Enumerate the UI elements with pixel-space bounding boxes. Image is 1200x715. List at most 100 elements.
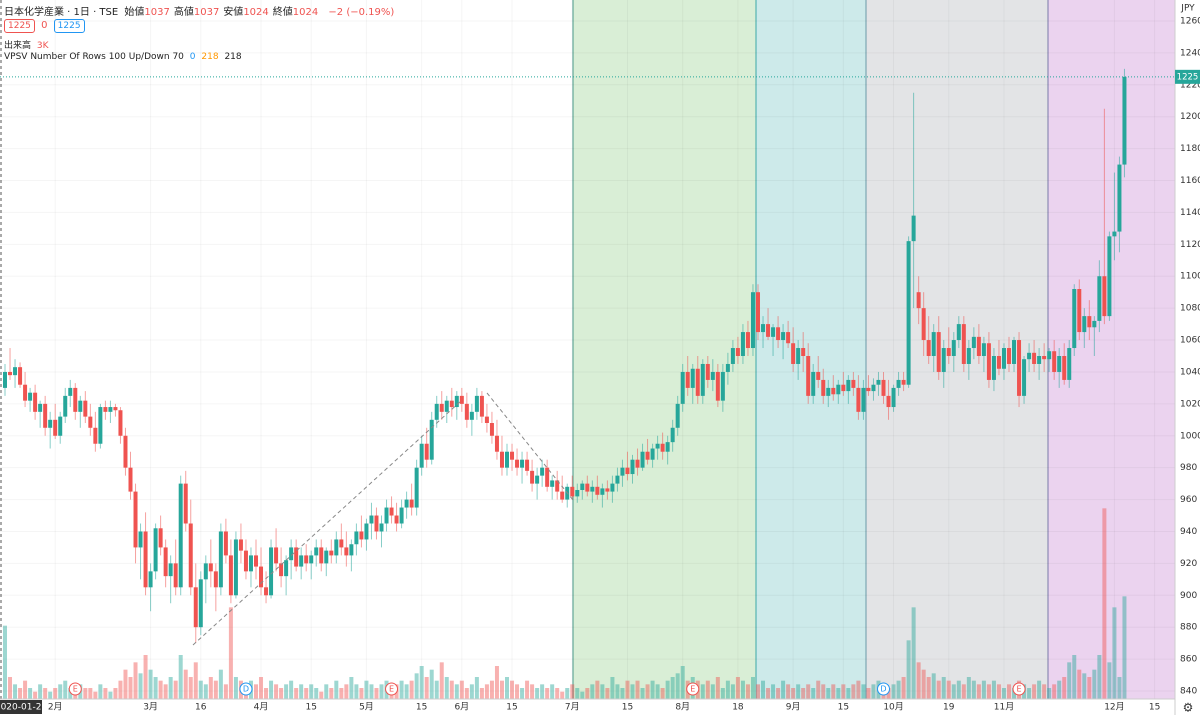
volume-bar: [650, 680, 655, 699]
candle-body: [841, 384, 846, 392]
volume-bar: [274, 684, 279, 699]
volume-bar: [429, 669, 434, 699]
candle-body: [901, 379, 906, 385]
volume-bar: [585, 688, 590, 699]
candle-body: [605, 488, 610, 492]
candle-body: [138, 531, 143, 548]
candle-layer: [3, 68, 1127, 644]
volume-bar: [499, 680, 504, 699]
volume-bar: [269, 680, 274, 699]
time-zone-band: [756, 0, 866, 699]
volume-bar: [8, 677, 13, 699]
volume-bar: [183, 669, 188, 699]
candle-body: [635, 459, 640, 468]
volume-bar: [590, 684, 595, 699]
candle-body: [891, 387, 896, 408]
candle-body: [1072, 289, 1077, 349]
candle-body: [103, 407, 108, 412]
volume-bar: [38, 684, 43, 699]
badge[interactable]: 1225: [4, 19, 35, 33]
volume-bar: [1042, 684, 1047, 699]
candle-body: [926, 340, 931, 356]
candle-body: [1007, 348, 1011, 364]
volume-bar: [203, 684, 208, 699]
volume-bar: [520, 688, 525, 699]
candle-body: [143, 531, 148, 588]
price-tag-label: 1225: [1177, 72, 1199, 82]
volume-bar: [1032, 684, 1037, 699]
volume-bar: [1057, 680, 1062, 699]
volume-bar: [615, 684, 620, 699]
volume-bar: [409, 680, 414, 699]
volume-bar: [740, 680, 745, 699]
candle-body: [28, 392, 33, 401]
volume-bar: [223, 684, 228, 699]
volume-bar: [464, 688, 469, 699]
candle-body: [319, 547, 324, 564]
candle-body: [645, 451, 650, 460]
volume-bar: [921, 669, 926, 699]
volume-bar: [1007, 684, 1011, 699]
candle-body: [625, 467, 630, 475]
candle-body: [198, 579, 203, 628]
volume-bar: [1001, 688, 1006, 699]
candle-body: [439, 403, 444, 412]
volume-bar: [128, 677, 133, 699]
volume-bar: [851, 684, 856, 699]
candle-body: [394, 515, 399, 524]
y-tick-label: 1180: [1180, 144, 1200, 154]
volume-bar: [911, 607, 916, 699]
volume-bar: [364, 680, 369, 699]
badge[interactable]: 1225: [53, 19, 85, 33]
volume-bar: [1037, 680, 1042, 699]
volume-bar: [816, 680, 821, 699]
candle-body: [836, 384, 841, 395]
indicator-value: 0: [189, 52, 196, 62]
candle-body: [756, 292, 760, 333]
candle-body: [148, 571, 153, 588]
volume-bar: [198, 680, 203, 699]
candle-body: [776, 327, 781, 341]
volume-bar: [565, 688, 570, 699]
candle-body: [349, 544, 354, 556]
event-marker: [686, 682, 700, 696]
y-tick-label: 1160: [1180, 176, 1200, 186]
candle-body: [309, 555, 314, 564]
candle-body: [600, 488, 605, 495]
candle-body: [700, 363, 705, 396]
volume-bar: [103, 688, 108, 699]
candle-body: [284, 560, 289, 577]
candle-body: [274, 547, 279, 564]
candle-body: [1042, 356, 1047, 360]
candle-body: [404, 499, 409, 508]
candle-body: [525, 459, 530, 471]
volume-bar: [540, 684, 545, 699]
volume-bar: [1117, 677, 1122, 699]
volume-bar: [98, 684, 103, 699]
candle-body: [575, 490, 580, 497]
candle-body: [715, 371, 720, 401]
ohlc-label: 終値: [272, 7, 293, 18]
volume-bar: [766, 688, 771, 699]
volume-bar: [173, 680, 178, 699]
volume-bar: [846, 688, 851, 699]
candle-body: [1012, 340, 1017, 364]
volume-bar: [580, 691, 585, 699]
candle-body: [515, 459, 520, 468]
volume-bar: [836, 688, 841, 699]
candle-body: [1047, 351, 1052, 360]
y-tick-label: 860: [1180, 655, 1197, 665]
candle-body: [8, 371, 13, 376]
settings-icon[interactable]: ⚙: [1183, 701, 1194, 715]
volume-bar: [83, 688, 88, 699]
candle-body: [294, 547, 299, 567]
volume-bar: [88, 688, 93, 699]
candle-body: [560, 491, 565, 500]
volume-bar: [575, 688, 580, 699]
candle-body: [966, 348, 971, 364]
x-tick-label: 3月: [143, 702, 158, 713]
volume-bar: [279, 688, 284, 699]
candle-body: [740, 332, 745, 356]
volume-bar: [831, 684, 836, 699]
ohlc-value: 1037: [193, 7, 220, 18]
